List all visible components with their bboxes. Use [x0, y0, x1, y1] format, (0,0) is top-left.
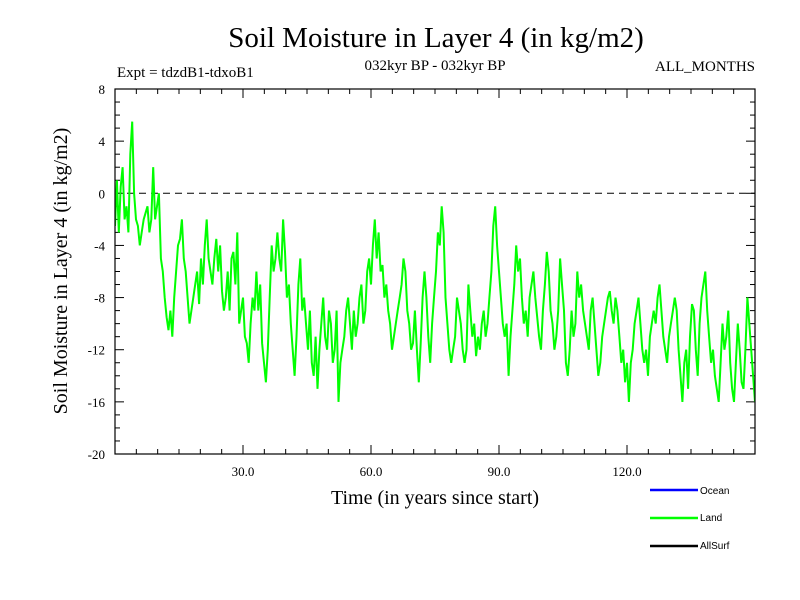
- legend-ocean-label: Ocean: [700, 486, 729, 497]
- y-tick-label: -20: [88, 447, 105, 462]
- y-tick-label: -12: [88, 343, 105, 358]
- legend-allsurf-label: AllSurf: [700, 541, 730, 552]
- y-tick-label: -8: [94, 291, 105, 306]
- chart-title: Soil Moisture in Layer 4 (in kg/m2): [228, 22, 644, 54]
- legend-land-label: Land: [700, 513, 722, 524]
- y-tick-label: 8: [99, 82, 106, 97]
- x-axis-label: Time (in years since start): [331, 487, 539, 509]
- land-series-line: [115, 121, 755, 403]
- y-tick-labels: -20 -16 -12 -8 -4 0 4 8: [88, 82, 106, 462]
- x-tick-labels: 30.0 60.0 90.0 120.0: [232, 464, 642, 479]
- months-label: ALL_MONTHS: [655, 59, 755, 75]
- y-tick-label: -4: [94, 238, 105, 253]
- x-tick-label: 120.0: [612, 464, 641, 479]
- period-label: 032kyr BP - 032kyr BP: [364, 58, 505, 74]
- x-tick-label: 60.0: [360, 464, 383, 479]
- y-axis-label: Soil Moisture in Layer 4 (in kg/m2): [50, 128, 72, 415]
- y-tick-label: 0: [99, 186, 106, 201]
- legend: Ocean Land AllSurf: [650, 486, 730, 552]
- plot-frame: [114, 88, 756, 455]
- experiment-label: Expt = tdzdB1-tdxoB1: [117, 65, 254, 81]
- x-tick-label: 30.0: [232, 464, 255, 479]
- y-tick-label: -16: [88, 395, 106, 410]
- y-tick-label: 4: [99, 134, 106, 149]
- x-tick-label: 90.0: [488, 464, 511, 479]
